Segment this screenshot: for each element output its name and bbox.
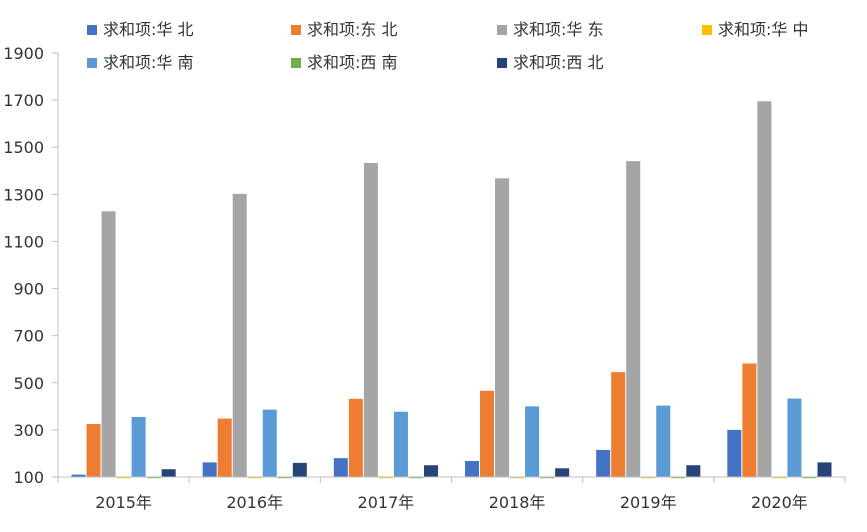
bar xyxy=(480,390,495,477)
bar xyxy=(408,477,423,479)
bar xyxy=(817,462,832,477)
bar xyxy=(277,477,292,479)
bar xyxy=(626,161,641,477)
bar xyxy=(495,178,510,477)
legend-label: 求和项:西 北 xyxy=(513,53,603,72)
bar xyxy=(262,409,277,477)
bar xyxy=(217,418,232,477)
y-tick-label: 1300 xyxy=(3,185,44,204)
bar xyxy=(393,411,408,477)
x-tick-label: 2018年 xyxy=(489,493,546,512)
x-tick-label: 2015年 xyxy=(95,493,152,512)
bar xyxy=(465,460,480,477)
legend-label: 求和项:华 南 xyxy=(103,53,193,72)
y-tick-label: 300 xyxy=(13,421,44,440)
bar xyxy=(116,477,131,479)
bars xyxy=(71,101,832,479)
legend-swatch xyxy=(87,25,97,35)
y-axis: 100 300 500 700 900 1100 1300 1500 1700 1900 xyxy=(3,44,59,487)
bar xyxy=(611,372,626,477)
bar xyxy=(787,398,802,477)
bar xyxy=(596,449,611,477)
x-tick-label: 2016年 xyxy=(226,493,283,512)
legend-label: 求和项:东 北 xyxy=(307,20,397,39)
bar xyxy=(202,462,217,477)
bar xyxy=(525,406,540,477)
x-tick-label: 2020年 xyxy=(751,493,808,512)
bar xyxy=(378,477,393,479)
bar xyxy=(757,101,772,477)
bar xyxy=(292,462,307,477)
bar xyxy=(131,416,146,477)
bar xyxy=(656,405,671,477)
bar xyxy=(540,477,555,479)
bar xyxy=(101,211,116,478)
legend-label: 求和项:华 中 xyxy=(718,20,808,39)
legend-label: 求和项:西 南 xyxy=(307,53,397,72)
bar xyxy=(363,163,378,477)
bar xyxy=(348,398,363,477)
bar xyxy=(686,465,701,477)
bar xyxy=(333,458,348,477)
legend-swatch xyxy=(87,58,97,68)
legend-swatch xyxy=(497,25,507,35)
x-tick-label: 2019年 xyxy=(620,493,677,512)
legend-swatch xyxy=(291,58,301,68)
legend-label: 求和项:华 北 xyxy=(103,20,193,39)
legend-swatch xyxy=(291,25,301,35)
bar xyxy=(641,477,656,479)
bar xyxy=(510,477,525,479)
bar xyxy=(671,477,686,479)
bar xyxy=(727,429,742,477)
x-axis: 2015年 2016年 2017年 2018年 2019年 2020年 xyxy=(57,476,846,512)
x-tick-label: 2017年 xyxy=(358,493,415,512)
bar xyxy=(423,465,438,477)
bar xyxy=(772,477,787,479)
legend-label: 求和项:华 东 xyxy=(513,20,603,39)
bar xyxy=(232,193,247,478)
legend-swatch xyxy=(497,58,507,68)
y-tick-label: 1100 xyxy=(3,232,44,251)
bar xyxy=(802,477,817,479)
bar xyxy=(71,474,86,477)
bar xyxy=(146,477,161,479)
y-tick-label: 700 xyxy=(13,327,44,346)
y-tick-label: 100 xyxy=(13,468,44,487)
bar xyxy=(247,477,262,479)
bar xyxy=(161,469,176,477)
y-tick-label: 1500 xyxy=(3,138,44,157)
bar xyxy=(86,424,101,477)
y-tick-label: 500 xyxy=(13,374,44,393)
y-tick-label: 900 xyxy=(13,280,44,299)
y-tick-label: 1700 xyxy=(3,91,44,110)
legend-swatch xyxy=(702,25,712,35)
y-tick-label: 1900 xyxy=(3,44,44,63)
bar xyxy=(555,468,570,477)
bar xyxy=(742,363,757,477)
